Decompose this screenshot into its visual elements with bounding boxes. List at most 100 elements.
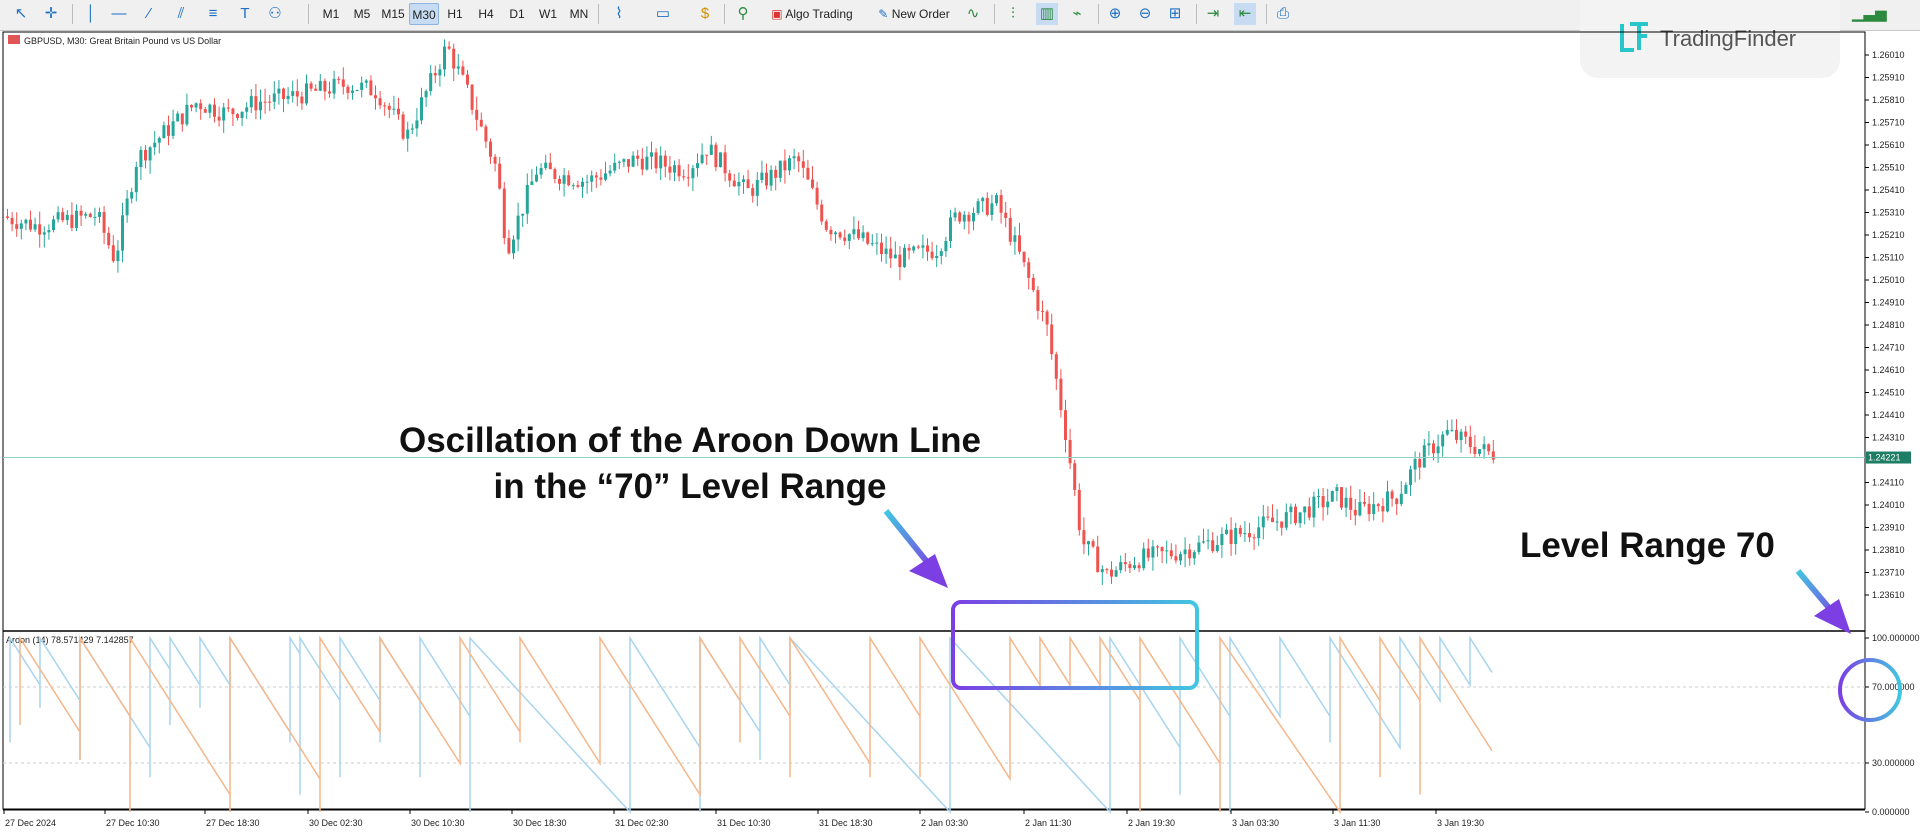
signal-strength-icon: ▁▃▅ <box>1852 5 1887 22</box>
price-tick-label: 1.25410 <box>1872 185 1905 195</box>
candle-body <box>985 197 989 215</box>
timeframe-h4-button[interactable]: H4 <box>478 7 494 21</box>
candle-body <box>558 178 561 184</box>
vertical-line-icon[interactable]: │ <box>86 5 96 22</box>
candle-body <box>65 214 69 221</box>
fibonacci-icon[interactable]: ≡ <box>208 5 218 22</box>
candle-body <box>1418 459 1422 468</box>
zoom-out-icon[interactable]: ⊖ <box>1138 5 1152 22</box>
signals-icon[interactable]: ⚲ <box>737 5 749 22</box>
candle-body <box>1358 502 1362 516</box>
oscillation-highlight-box <box>951 600 1199 690</box>
candle-body <box>1271 517 1274 523</box>
candle-body <box>410 128 414 130</box>
candle-body <box>84 213 88 216</box>
candlestick-icon[interactable]: ▥ <box>1036 3 1058 25</box>
candle-body <box>1473 446 1477 454</box>
screenshot-icon[interactable]: ⎙ <box>1276 5 1289 22</box>
candle-body <box>387 105 391 110</box>
chart-shift-icon[interactable]: ⇤ <box>1234 3 1256 25</box>
line-chart-icon[interactable]: ⌁ <box>1072 5 1082 22</box>
template-icon[interactable]: ▭ <box>655 5 671 22</box>
candle-body <box>300 96 304 104</box>
timeframe-w1-button[interactable]: W1 <box>539 7 557 21</box>
chart-type-icon[interactable]: ⌇ <box>615 5 623 22</box>
candle-body <box>673 165 676 173</box>
candle-body <box>742 179 745 182</box>
candle-body <box>581 181 584 187</box>
indicator-icon[interactable]: ∿ <box>966 5 980 22</box>
candle-body <box>1317 496 1320 498</box>
timeframe-h1-button[interactable]: H1 <box>447 7 463 21</box>
text-tool-icon[interactable]: T <box>240 5 250 22</box>
candle-body <box>1211 540 1215 552</box>
timeframe-m5-button[interactable]: M5 <box>353 7 371 21</box>
candle-body <box>788 158 791 171</box>
timeframe-m1-button[interactable]: M1 <box>322 7 340 21</box>
channel-icon[interactable]: ⫽ <box>177 5 185 22</box>
candle-body <box>33 224 37 230</box>
price-tick-label: 1.24810 <box>1872 320 1905 330</box>
horizontal-line-icon[interactable]: — <box>111 5 127 22</box>
candle-body <box>594 175 598 178</box>
cursor-icon[interactable]: ↖ <box>14 5 28 22</box>
zoom-in-icon[interactable]: ⊕ <box>1108 5 1122 22</box>
candle-body <box>668 166 672 173</box>
candle-body <box>1142 548 1146 569</box>
algo-trading-label: Algo Trading <box>785 7 853 21</box>
candle-body <box>397 108 400 115</box>
candle-body <box>732 180 736 187</box>
timeframe-m30-button[interactable]: M30 <box>409 3 439 25</box>
candle-body <box>1238 528 1242 534</box>
time-tick-label: 2 Jan 11:30 <box>1025 818 1071 828</box>
time-tick-label: 27 Dec 10:30 <box>106 818 160 828</box>
new-order-button[interactable]: ✎ New Order <box>866 3 962 25</box>
trendline-icon[interactable]: ⁄ <box>147 5 151 22</box>
candle-body <box>286 95 290 99</box>
candle-body <box>1220 533 1224 546</box>
candle-body <box>502 188 506 239</box>
price-tick-label: 1.23910 <box>1872 523 1905 533</box>
candle-body <box>190 104 193 108</box>
candle-body <box>847 234 851 241</box>
candle-body <box>374 95 377 99</box>
crosshair-icon[interactable]: ✛ <box>44 5 58 22</box>
candle-body <box>530 181 534 185</box>
candle-body <box>1234 528 1238 545</box>
dollar-icon[interactable]: $ <box>700 5 710 22</box>
candle-body <box>282 88 285 99</box>
candle-body <box>1422 445 1426 468</box>
shapes-icon[interactable]: ⚇ <box>268 5 282 22</box>
timeframe-mn-button[interactable]: MN <box>569 7 589 21</box>
candle-body <box>682 176 686 178</box>
candle-body <box>1459 431 1463 440</box>
candle-body <box>1018 235 1021 252</box>
candle-body <box>1151 546 1155 558</box>
candle-body <box>714 144 718 168</box>
candle-body <box>157 138 161 143</box>
candle-body <box>268 101 272 103</box>
candle-body <box>153 142 157 148</box>
price-chart[interactable]: GBPUSD, M30: Great Britain Pound vs US D… <box>0 31 1920 840</box>
candle-body <box>1455 429 1458 440</box>
bar-chart-icon[interactable]: ⫶ <box>1011 5 1015 22</box>
candle-body <box>1321 496 1325 508</box>
candle-body <box>512 239 515 254</box>
candle-body <box>866 232 870 244</box>
candle-body <box>88 213 92 217</box>
candle-body <box>1399 493 1403 505</box>
candle-body <box>139 149 143 168</box>
candle-body <box>1413 459 1417 470</box>
candle-body <box>1330 490 1334 502</box>
timeframe-d1-button[interactable]: D1 <box>509 7 525 21</box>
autoscroll-icon[interactable]: ⇥ <box>1206 5 1220 22</box>
candle-body <box>1059 378 1063 411</box>
timeframe-m15-button[interactable]: M15 <box>381 7 405 21</box>
grid-icon[interactable]: ⊞ <box>1168 5 1182 22</box>
candle-body <box>548 162 552 170</box>
time-tick-label: 27 Dec 18:30 <box>206 818 260 828</box>
candle-body <box>176 113 180 122</box>
candle-body <box>493 156 497 164</box>
algo-trading-button[interactable]: ▣ Algo Trading <box>764 3 860 25</box>
candle-body <box>567 175 571 186</box>
